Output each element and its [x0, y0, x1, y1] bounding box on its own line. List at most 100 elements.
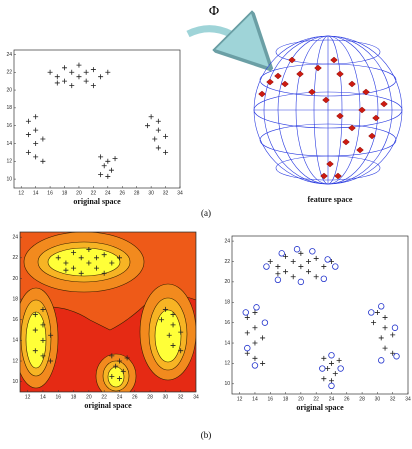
y-tick-label: 20 [224, 279, 230, 285]
data-point [325, 366, 330, 371]
panel-label: (a) [201, 208, 211, 218]
data-point [163, 134, 168, 139]
data-point [98, 74, 103, 79]
data-point [69, 83, 74, 88]
x-tick-label: 18 [283, 396, 289, 402]
data-point [48, 70, 53, 75]
data-point [98, 154, 103, 159]
x-tick-label: 26 [119, 190, 125, 196]
y-tick-label: 14 [224, 340, 230, 346]
data-point [268, 259, 273, 264]
plot-frame [14, 50, 180, 188]
x-tick-label: 30 [148, 190, 154, 196]
data-point [105, 174, 110, 179]
support-vector [378, 304, 384, 310]
data-point [98, 172, 103, 177]
support-vector [294, 246, 300, 252]
support-vector [298, 279, 304, 285]
y-tick-label: 12 [12, 358, 18, 364]
x-tick-label: 34 [193, 394, 199, 400]
y-tick-label: 14 [12, 338, 18, 344]
data-point [62, 65, 67, 70]
support-vector [319, 366, 325, 372]
support-vector [279, 251, 285, 257]
support-vector [245, 345, 251, 351]
y-tick-label: 16 [6, 123, 12, 129]
data-point [379, 335, 384, 340]
x-tick-label: 18 [62, 190, 68, 196]
data-point [26, 150, 31, 155]
x-tick-label: 20 [76, 190, 82, 196]
data-point [275, 271, 280, 276]
support-vector [275, 277, 281, 283]
y-tick-label: 24 [12, 234, 18, 240]
support-vector [264, 264, 270, 270]
y-tick-label: 16 [12, 317, 18, 323]
data-point [91, 67, 96, 72]
x-tick-label: 12 [25, 394, 31, 400]
data-point [156, 119, 161, 124]
support-vector [243, 310, 249, 316]
data-point [306, 259, 311, 264]
data-point [252, 341, 257, 346]
x-tick-label: 26 [132, 394, 138, 400]
x-tick-label: 24 [329, 396, 335, 402]
support-vector [338, 366, 344, 372]
data-point [152, 137, 157, 142]
data-point [314, 256, 319, 261]
x-tick-label: 18 [71, 394, 77, 400]
data-point [84, 79, 89, 84]
contour-map [14, 232, 196, 398]
data-point [383, 325, 388, 330]
x-tick-label: 12 [237, 396, 243, 402]
support-vector [325, 257, 331, 263]
data-point [33, 141, 38, 146]
phi-label: Φ [209, 4, 219, 19]
figure: Φ feature space (a) (b) [0, 0, 412, 444]
data-point [260, 361, 265, 366]
x-tick-label: 22 [101, 394, 107, 400]
data-point [149, 114, 154, 119]
data-point [298, 264, 303, 269]
x-tick-label: 28 [147, 394, 153, 400]
x-tick-label: 24 [105, 190, 111, 196]
y-tick-label: 20 [12, 276, 18, 282]
data-point [109, 168, 114, 173]
data-point [55, 74, 60, 79]
data-point [40, 137, 45, 142]
data-point [33, 154, 38, 159]
data-point [371, 320, 376, 325]
data-point [76, 74, 81, 79]
y-tick-label: 16 [224, 320, 230, 326]
sphere [254, 36, 402, 184]
data-point [383, 315, 388, 320]
y-tick-label: 14 [6, 141, 12, 147]
panel-label: (b) [201, 430, 212, 440]
data-point [252, 310, 257, 315]
x-tick-label: 24 [117, 394, 123, 400]
y-tick-label: 12 [224, 361, 230, 367]
x-axis-label: original space [296, 403, 344, 412]
y-tick-label: 24 [6, 52, 12, 58]
x-tick-label: 32 [178, 394, 184, 400]
support-vector [333, 264, 339, 270]
support-vector [368, 310, 374, 316]
data-point [252, 325, 257, 330]
x-tick-label: 14 [33, 190, 39, 196]
data-point [337, 358, 342, 363]
y-tick-label: 24 [224, 238, 230, 244]
y-tick-label: 22 [6, 70, 12, 76]
data-point [321, 376, 326, 381]
data-point [105, 70, 110, 75]
x-tick-label: 34 [405, 396, 411, 402]
x-tick-label: 14 [40, 394, 46, 400]
data-point [390, 332, 395, 337]
x-tick-label: 20 [86, 394, 92, 400]
data-point [91, 83, 96, 88]
data-point [76, 63, 81, 68]
y-tick-label: 22 [224, 259, 230, 265]
data-point [33, 128, 38, 133]
y-tick-label: 10 [224, 381, 230, 387]
data-point [260, 335, 265, 340]
data-point [314, 274, 319, 279]
